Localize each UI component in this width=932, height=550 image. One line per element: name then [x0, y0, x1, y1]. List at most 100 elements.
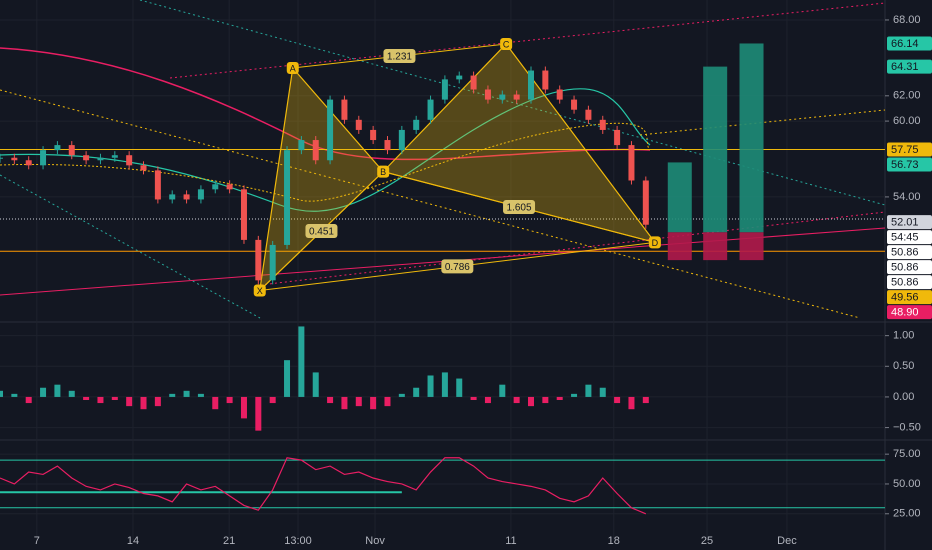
price-badge-label: 56.73: [891, 159, 919, 171]
candle: [327, 99, 334, 161]
x-tick-label: Dec: [777, 535, 797, 547]
histogram-bar: [111, 396, 118, 400]
candle: [0, 157, 3, 159]
histogram-bar: [97, 396, 104, 404]
rsi-line: [0, 457, 647, 515]
histogram-bar: [398, 393, 405, 397]
trend-line: [0, 89, 861, 319]
histogram-bar: [269, 396, 276, 404]
candle: [355, 119, 362, 130]
pattern-point-badge: [253, 284, 266, 297]
pattern-point-label: B: [380, 167, 386, 177]
pattern-point-badge: [286, 61, 299, 74]
ratio-label: 1.231: [387, 52, 412, 63]
histogram-bar: [556, 396, 563, 400]
histogram-bar: [599, 387, 606, 397]
x-tick-label: 11: [505, 535, 516, 547]
ratio-label: 1.605: [507, 203, 532, 214]
price-badge: [887, 305, 932, 320]
histogram-bar: [585, 384, 592, 397]
pattern-point-badge: [648, 236, 661, 249]
histogram-bar: [542, 396, 549, 404]
histogram-bar: [384, 396, 391, 407]
stop-box: [667, 232, 692, 261]
histogram-bar: [571, 393, 578, 397]
price-badge: [887, 290, 932, 305]
candle: [284, 150, 291, 245]
price-badge: [887, 157, 932, 172]
candle: [240, 189, 247, 240]
price-badge-label: 48.90: [891, 306, 919, 318]
target-box: [667, 162, 692, 233]
y-tick-label: 1.00: [893, 330, 914, 342]
candle: [628, 145, 635, 181]
candle: [312, 140, 319, 161]
histogram-bar: [484, 396, 491, 404]
candle: [484, 89, 491, 100]
ratio-badge: [441, 259, 474, 274]
y-tick-label: 68.00: [893, 14, 921, 26]
pattern-point-badge: [500, 37, 513, 50]
histogram-bar: [470, 396, 477, 400]
ratio-badge: [305, 224, 338, 239]
candle: [54, 145, 61, 151]
pattern-point-label: X: [257, 286, 263, 296]
candle: [585, 109, 592, 120]
pattern-point-label: A: [290, 63, 296, 73]
stop-box: [739, 232, 764, 261]
candle: [384, 140, 391, 151]
moving-average: [0, 88, 651, 212]
histogram-bar: [126, 396, 133, 407]
moving-average: [0, 122, 651, 202]
price-badge-label: 57.75: [891, 144, 919, 156]
y-tick-label: −0.50: [893, 421, 921, 433]
candle: [126, 155, 133, 166]
ratio-label: 0.786: [445, 262, 470, 273]
histogram-bar: [441, 372, 448, 397]
candle: [614, 129, 621, 146]
candle: [298, 140, 305, 151]
histogram-bar: [413, 387, 420, 397]
histogram-bar: [169, 393, 176, 397]
histogram-bar: [68, 390, 75, 397]
price-badge: [887, 230, 932, 245]
candle: [83, 155, 90, 161]
histogram-bar: [197, 393, 204, 397]
candle: [413, 119, 420, 130]
x-tick-label: 21: [223, 535, 235, 547]
histogram-bar: [212, 396, 219, 410]
trend-line: [639, 109, 886, 136]
histogram-bar: [298, 326, 305, 397]
candle: [25, 160, 32, 166]
pattern-point-label: D: [652, 238, 659, 248]
histogram-bar: [154, 396, 161, 407]
candle: [642, 180, 649, 225]
histogram-bar: [240, 396, 247, 419]
histogram-bar: [54, 384, 61, 397]
candle: [212, 184, 219, 190]
histogram-bar: [312, 372, 319, 397]
candle: [571, 99, 578, 110]
price-badge: [887, 215, 932, 230]
x-tick-label: 25: [701, 535, 713, 547]
candle: [456, 75, 463, 80]
candle: [341, 99, 348, 120]
candle: [40, 150, 47, 166]
candle: [197, 189, 204, 200]
x-tick-label: 14: [127, 535, 139, 547]
histogram-bar: [255, 396, 262, 431]
ratio-badge: [383, 48, 416, 63]
histogram-bar: [341, 396, 348, 410]
candle: [470, 75, 477, 90]
histogram-bar: [355, 396, 362, 407]
candle: [68, 145, 75, 156]
candle: [140, 165, 147, 171]
price-badge-label: 52.01: [891, 216, 919, 228]
histogram-bar: [370, 396, 377, 410]
ratio-badge: [503, 200, 536, 215]
histogram-bar: [284, 360, 291, 397]
y-tick-label: 60.00: [893, 115, 921, 127]
price-badge-label: 50.86: [891, 276, 919, 288]
